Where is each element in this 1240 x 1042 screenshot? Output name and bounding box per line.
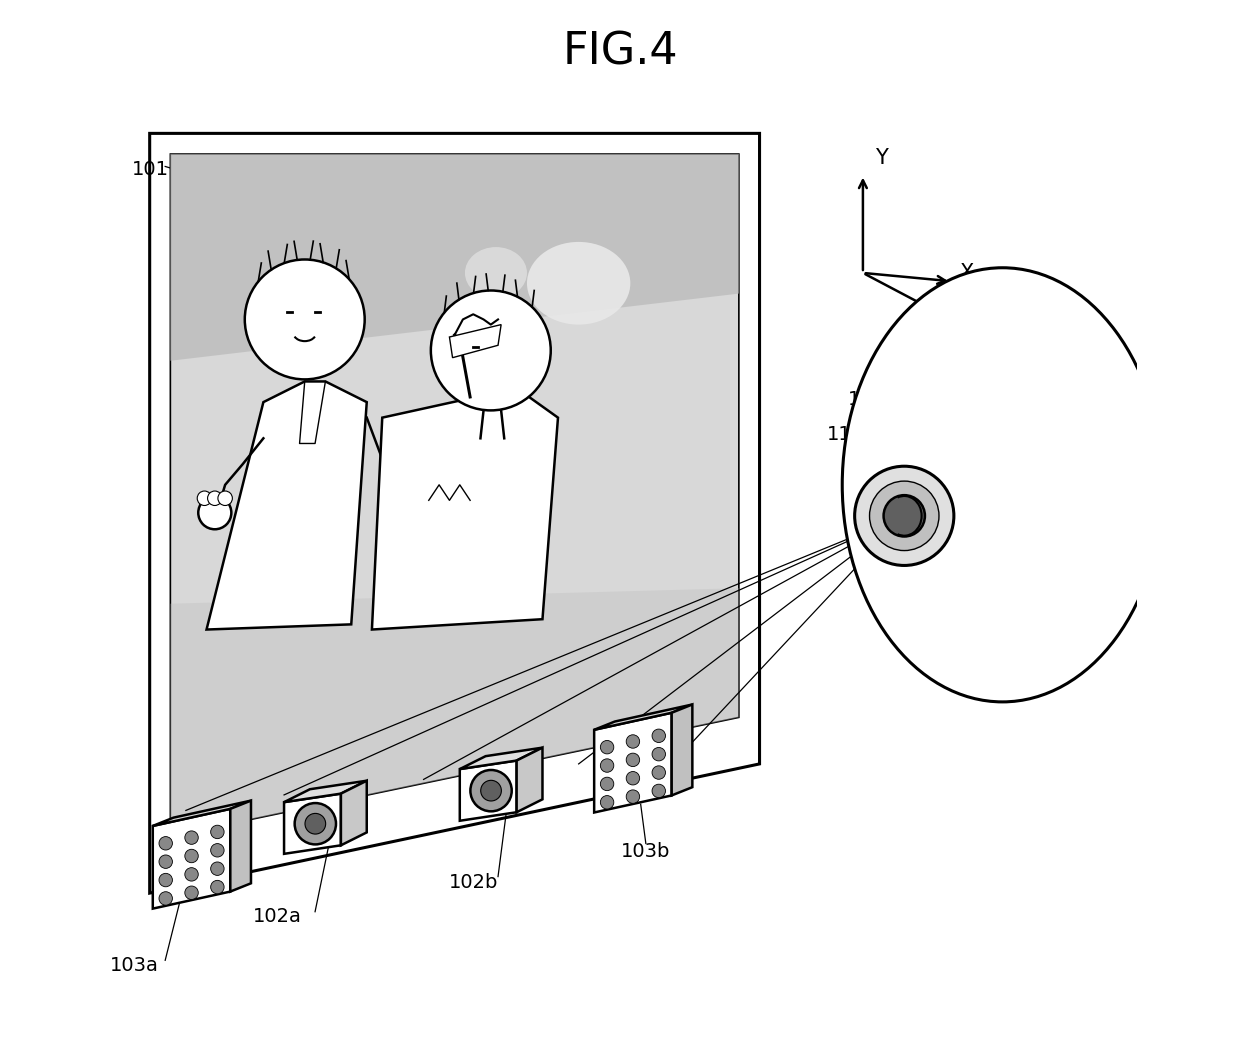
Circle shape [198,496,232,529]
Circle shape [869,481,939,550]
Circle shape [854,466,954,566]
Text: Z: Z [946,306,960,326]
Polygon shape [594,713,672,813]
Circle shape [652,785,666,797]
Circle shape [626,753,640,767]
Polygon shape [284,780,367,802]
Circle shape [211,844,224,857]
Circle shape [185,830,198,844]
Text: Y: Y [875,148,888,169]
Polygon shape [153,809,231,909]
Polygon shape [594,704,692,729]
Text: 102a: 102a [253,908,301,926]
Polygon shape [341,780,367,845]
Polygon shape [372,392,558,629]
Circle shape [211,880,224,894]
Circle shape [652,729,666,743]
Polygon shape [170,588,739,837]
Circle shape [211,862,224,875]
Polygon shape [460,747,542,769]
Circle shape [295,803,336,844]
Ellipse shape [842,268,1163,702]
Polygon shape [284,794,341,853]
Polygon shape [672,704,692,795]
Polygon shape [207,381,367,629]
Text: 103b: 103b [621,842,671,861]
Circle shape [159,837,172,850]
Circle shape [305,814,326,834]
Text: 111: 111 [847,391,884,410]
Polygon shape [517,747,542,812]
Circle shape [185,868,198,882]
Text: 101: 101 [133,159,169,179]
Circle shape [652,747,666,761]
Circle shape [626,771,640,785]
Circle shape [430,291,551,411]
Circle shape [884,495,925,537]
Circle shape [159,854,172,868]
Circle shape [159,873,172,887]
Circle shape [600,741,614,754]
Text: 102b: 102b [449,873,498,892]
Circle shape [626,790,640,803]
Circle shape [626,735,640,748]
Circle shape [244,259,365,379]
Circle shape [481,780,501,801]
Circle shape [600,796,614,809]
Ellipse shape [527,242,630,325]
Circle shape [159,892,172,905]
Circle shape [600,777,614,791]
Text: FIG.4: FIG.4 [562,30,678,73]
Text: 112: 112 [827,425,864,444]
Text: 103a: 103a [109,956,159,974]
Circle shape [652,766,666,779]
Circle shape [470,770,512,812]
Ellipse shape [465,247,527,299]
Circle shape [185,886,198,899]
Text: X: X [959,264,973,283]
Polygon shape [460,761,517,821]
Circle shape [207,491,222,505]
Polygon shape [231,800,250,892]
Circle shape [218,491,232,505]
Polygon shape [449,325,501,357]
Circle shape [211,825,224,839]
Polygon shape [170,154,739,361]
Circle shape [185,849,198,863]
Polygon shape [150,133,760,893]
Circle shape [197,491,212,505]
Polygon shape [153,800,250,826]
Polygon shape [170,154,739,837]
Circle shape [600,759,614,772]
Text: 113: 113 [885,599,923,618]
